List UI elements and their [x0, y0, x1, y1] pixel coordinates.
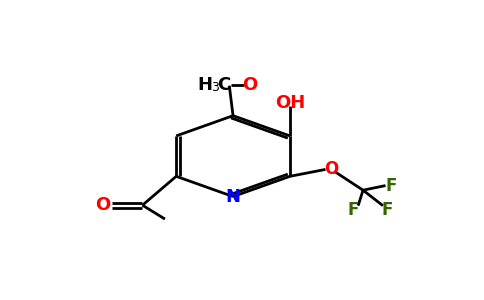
Text: N: N [226, 188, 241, 206]
Text: O: O [324, 160, 338, 178]
Text: O: O [242, 76, 257, 94]
Text: F: F [382, 201, 393, 219]
Text: F: F [348, 201, 359, 219]
Text: O: O [95, 196, 111, 214]
Text: F: F [385, 177, 397, 195]
Text: 3: 3 [211, 81, 219, 94]
Text: C: C [217, 76, 230, 94]
Text: H: H [197, 76, 212, 94]
Text: OH: OH [275, 94, 305, 112]
